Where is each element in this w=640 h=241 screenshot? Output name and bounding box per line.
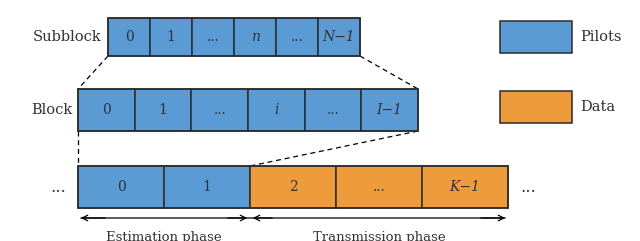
Text: i: i [274, 103, 278, 117]
Text: 0: 0 [102, 103, 111, 117]
Text: Transmission phase: Transmission phase [313, 231, 445, 241]
Bar [150, 18, 192, 56]
Text: ...: ... [213, 103, 226, 117]
Bar [191, 89, 248, 131]
Bar [78, 166, 164, 208]
Text: N−1: N−1 [323, 30, 355, 44]
Text: ...: ... [326, 103, 339, 117]
Text: Block: Block [31, 103, 72, 117]
Bar [134, 89, 191, 131]
Bar [336, 166, 422, 208]
Bar [500, 91, 572, 123]
Text: Subblock: Subblock [33, 30, 102, 44]
Text: ...: ... [50, 179, 66, 195]
Bar [78, 89, 134, 131]
Text: Estimation phase: Estimation phase [106, 231, 222, 241]
Text: 1: 1 [159, 103, 168, 117]
Bar [250, 166, 336, 208]
Text: 0: 0 [125, 30, 133, 44]
Bar [248, 89, 305, 131]
Text: ...: ... [291, 30, 303, 44]
Bar [78, 89, 418, 131]
Bar [362, 89, 418, 131]
Text: Data: Data [580, 100, 615, 114]
Bar [318, 18, 360, 56]
Bar [108, 18, 360, 56]
Bar [164, 166, 250, 208]
Bar [500, 21, 572, 53]
Text: I−1: I−1 [377, 103, 403, 117]
Text: Pilots: Pilots [580, 30, 621, 44]
Text: 2: 2 [289, 180, 298, 194]
Text: ...: ... [372, 180, 385, 194]
Bar [234, 18, 276, 56]
Bar [78, 166, 508, 208]
Text: ...: ... [520, 179, 536, 195]
Bar [108, 18, 150, 56]
Bar [192, 18, 234, 56]
Text: 0: 0 [116, 180, 125, 194]
Bar [422, 166, 508, 208]
Text: ...: ... [207, 30, 220, 44]
Text: 1: 1 [166, 30, 175, 44]
Bar [305, 89, 362, 131]
Text: 1: 1 [203, 180, 211, 194]
Bar [276, 18, 318, 56]
Text: K−1: K−1 [449, 180, 481, 194]
Text: n: n [251, 30, 259, 44]
